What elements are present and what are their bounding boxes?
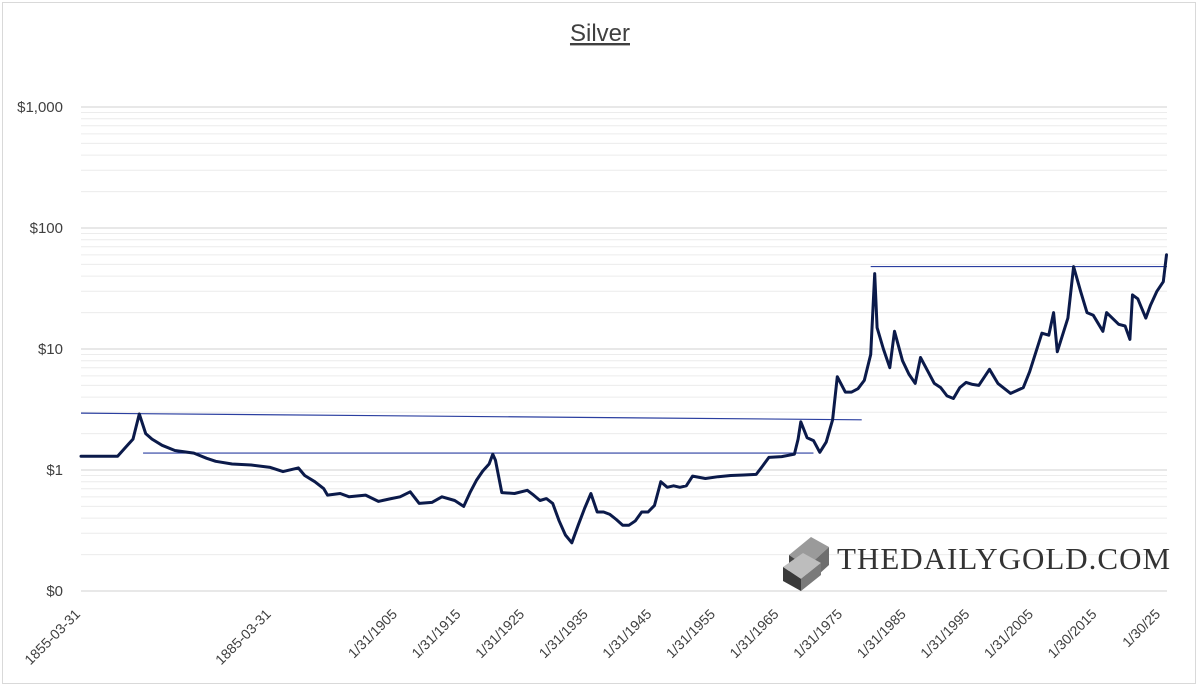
- x-tick-label: 1/31/1985: [854, 606, 910, 662]
- x-tick-label: 1/31/1915: [408, 606, 464, 662]
- x-tick-label: 1/31/1905: [345, 606, 401, 662]
- silver-chart: Silver $1,000 $100 $10 $1 $0 1855-03-31 1885-…: [17, 20, 1171, 668]
- price-line: [79, 253, 1168, 545]
- x-tick-label: 1/31/2005: [981, 606, 1037, 662]
- watermark-text: THEDAILYGOLD.COM: [837, 541, 1171, 576]
- x-tick-label: 1/31/1955: [663, 606, 719, 662]
- x-tick-label: 1/31/1975: [790, 606, 846, 662]
- y-tick-label: $100: [30, 220, 63, 237]
- gold-bar-logo: [783, 537, 829, 591]
- x-tick-label: 1885-03-31: [212, 606, 274, 668]
- x-tick-label: 1/31/1965: [726, 606, 782, 662]
- y-tick-label: $1: [46, 462, 63, 479]
- reference-lines: [80, 265, 1167, 454]
- x-tick-label: 1/31/1925: [472, 606, 528, 662]
- x-tick-label: 1/31/1935: [536, 606, 592, 662]
- x-tick-label: 1/30/2015: [1044, 606, 1100, 662]
- x-tick-label: 1855-03-31: [21, 606, 83, 668]
- y-tick-label: $0: [46, 583, 63, 600]
- reference-line: [80, 412, 862, 421]
- price-series: [79, 253, 1168, 545]
- chart-title: Silver: [570, 20, 630, 47]
- watermark: THEDAILYGOLD.COM: [783, 537, 1171, 591]
- x-tick-label: 1/31/1945: [599, 606, 655, 662]
- x-tick-label: 1/31/1995: [917, 606, 973, 662]
- y-tick-label: $1,000: [17, 99, 63, 116]
- x-axis-labels: 1855-03-31 1885-03-31 1/31/1905 1/31/1915 1/…: [21, 606, 1163, 668]
- y-axis-labels: $1,000 $100 $10 $1 $0: [17, 99, 63, 600]
- x-tick-label: 1/30/25: [1119, 606, 1163, 650]
- gridlines: [81, 106, 1167, 592]
- y-tick-label: $10: [38, 341, 63, 358]
